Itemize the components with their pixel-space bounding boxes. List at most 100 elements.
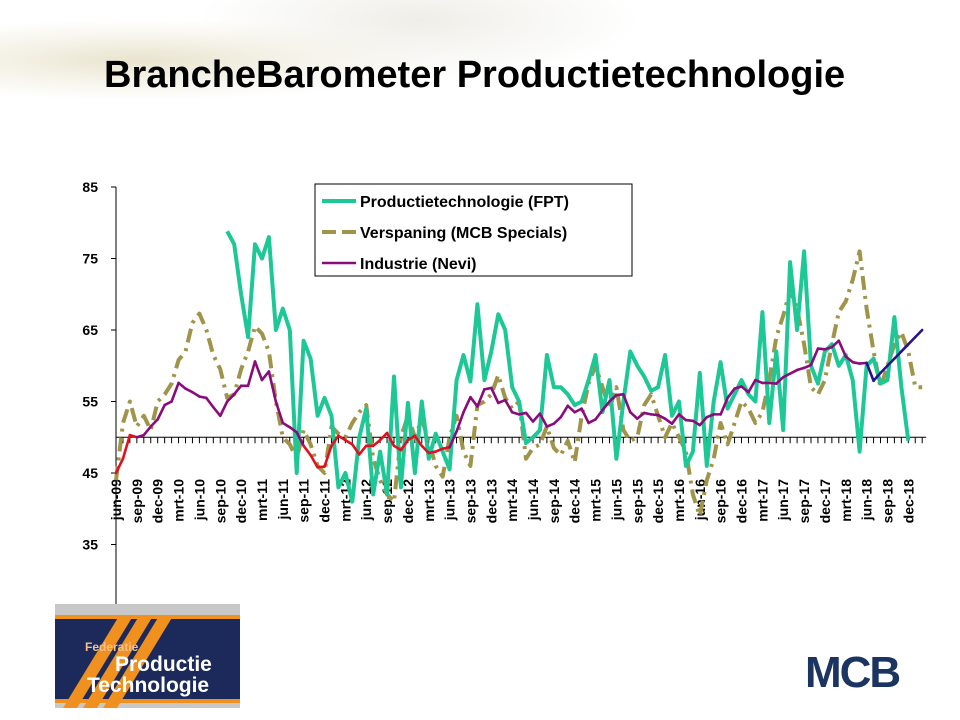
series-segment-industrie (462, 395, 472, 414)
series-segment-industrie (142, 425, 153, 437)
series-segment-industrie (191, 390, 201, 398)
series-segment-industrie (774, 375, 785, 385)
y-tick-label: 85 (82, 179, 98, 195)
logo-bar (55, 615, 240, 619)
axes: 85756555453525jun-09sep-09dec-09mrt-10ju… (82, 179, 927, 624)
series-segment-industrie (149, 418, 159, 428)
series-segment-industrie (260, 370, 271, 382)
x-tick-label: sep-17 (796, 479, 812, 524)
series-segment-industrie (719, 396, 729, 416)
series-segment-industrie (205, 396, 215, 409)
x-tick-label: dec-17 (817, 479, 833, 524)
x-tick-label: jun-10 (191, 479, 207, 521)
series-segment-industrie (740, 385, 750, 394)
x-tick-label: dec-18 (900, 479, 916, 524)
series-segment-industrie (420, 444, 431, 455)
x-tick-label: dec-12 (400, 479, 416, 524)
series-segment-industrie (184, 387, 194, 394)
legend-box (314, 183, 633, 277)
x-tick-label: jun-11 (275, 479, 291, 521)
series-segment-industrie (448, 430, 458, 449)
series-segment-industrie (281, 421, 292, 429)
x-tick-label: mrt-11 (254, 479, 270, 521)
x-tick-label: mrt-13 (421, 479, 437, 522)
series-segment-industrie (288, 425, 299, 434)
series-segment-industrie (455, 410, 465, 433)
series-segment-industrie (656, 413, 667, 420)
logo-text: Technologie (87, 674, 210, 697)
x-tick-label: dec-13 (483, 479, 499, 524)
series-segment-industrie (371, 438, 382, 448)
series-segment-industrie (830, 339, 841, 349)
y-tick-label: 75 (82, 251, 98, 267)
series-segment-industrie (378, 431, 389, 442)
x-tick-label: jun-16 (692, 479, 708, 521)
x-tick-label: jun-17 (775, 479, 791, 521)
series-segment-industrie (406, 434, 417, 442)
series-segment-industrie (476, 388, 486, 408)
x-tick-label: mrt-15 (588, 479, 604, 522)
x-tick-label: sep-09 (129, 479, 145, 524)
series-segment-industrie (323, 444, 333, 468)
series-segment-industrie (302, 444, 312, 457)
series-segment-industrie (225, 393, 236, 403)
x-tick-label: mrt-16 (671, 479, 687, 522)
series-segment-industrie (503, 398, 514, 414)
x-tick-label: dec-09 (150, 479, 166, 524)
series-segment-industrie (594, 408, 604, 421)
series-segment-industrie (413, 434, 424, 448)
series-segment-industrie (893, 350, 903, 360)
series-segment-industrie (726, 387, 736, 400)
series-segment-industrie (635, 411, 646, 420)
series-segment-industrie (330, 434, 340, 448)
x-tick-label: mrt-18 (838, 479, 854, 522)
x-tick-label: jun-18 (859, 479, 875, 521)
series-segment-industrie (566, 404, 577, 414)
y-tick-label: 45 (82, 465, 98, 481)
x-tick-label: mrt-17 (754, 479, 770, 522)
page-title: BrancheBarometer Productietechnologie (104, 54, 846, 96)
series-segment-industrie (399, 438, 410, 452)
series-segment-industrie (295, 430, 305, 448)
series-segment-industrie (628, 410, 639, 420)
series-segment-industrie (212, 405, 222, 418)
series-segment-industrie (587, 418, 597, 425)
series-segment-industrie (114, 457, 125, 475)
series-segment-industrie (747, 378, 757, 394)
logo-text: Federatie (85, 640, 139, 654)
series-segment-industrie (392, 444, 403, 452)
x-tick-label: jun-09 (108, 479, 124, 521)
series-segment-industrie (469, 395, 479, 408)
series-lines (114, 230, 924, 518)
series-segment-industrie (552, 415, 563, 425)
series-segment-industrie (788, 368, 799, 375)
x-tick-label: sep-15 (629, 479, 645, 524)
series-segment-industrie (886, 357, 896, 368)
x-tick-label: sep-14 (546, 479, 562, 524)
x-tick-label: jun-13 (442, 479, 458, 521)
series-segment-industrie (357, 444, 368, 456)
series-segment-industrie (573, 407, 583, 414)
series-segment-industrie (865, 361, 875, 383)
y-tick-label: 65 (82, 322, 98, 338)
series-segment-industrie (337, 434, 347, 442)
x-tick-label: sep-10 (212, 479, 228, 524)
series-segment-industrie (538, 412, 549, 428)
mcb-logo: MCB (805, 648, 901, 697)
series-segment-industrie (246, 360, 257, 388)
logo-text: Productie (115, 653, 212, 676)
series-segment-industrie (121, 433, 132, 461)
series-segment-industrie (913, 328, 924, 339)
logo-stripes (63, 616, 173, 708)
series-segment-industrie (670, 413, 681, 425)
y-tick-label: 55 (82, 394, 98, 410)
x-tick-label: jun-14 (525, 479, 541, 521)
x-tick-label: sep-11 (296, 479, 312, 523)
background-decoration (0, 0, 960, 170)
x-tick-label: mrt-14 (504, 479, 520, 522)
series-segment-industrie (232, 384, 243, 396)
fpt-logo: Federatie Productie Technologie (55, 604, 240, 708)
x-tick-label: dec-15 (650, 479, 666, 524)
series-segment-industrie (218, 400, 229, 418)
x-tick-label: dec-16 (734, 479, 750, 524)
